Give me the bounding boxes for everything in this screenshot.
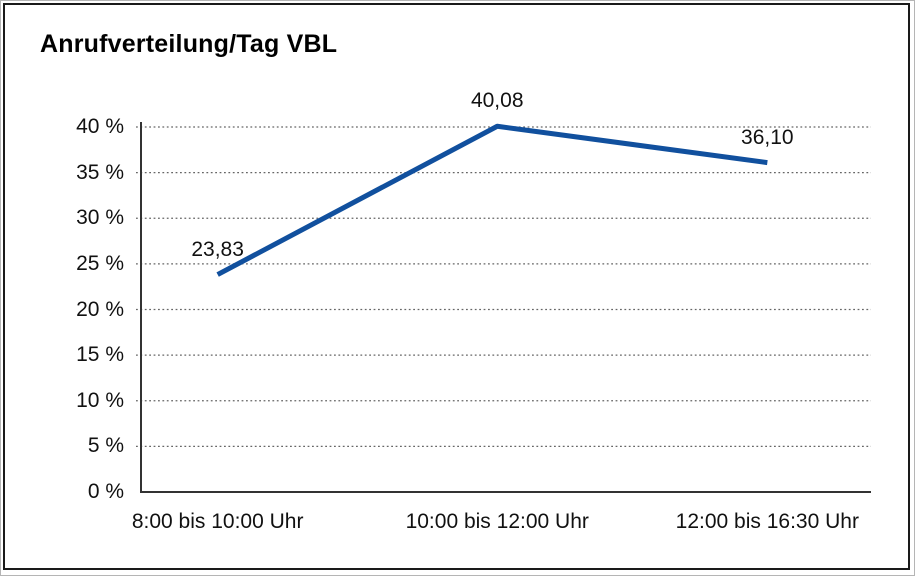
- y-tick-label: 5 %: [87, 434, 124, 458]
- x-category-label: 12:00 bis 16:30 Uhr: [675, 510, 859, 533]
- data-point-label: 36,10: [741, 125, 794, 149]
- y-tick-label: 30 %: [76, 206, 124, 230]
- y-tick-label: 20 %: [76, 297, 124, 321]
- y-tick-label: 40 %: [76, 115, 124, 138]
- y-tick-label: 10 %: [76, 388, 124, 412]
- x-category-label: 10:00 bis 12:00 Uhr: [405, 510, 589, 533]
- call-distribution-line: [216, 123, 768, 277]
- x-category-label: 8:00 bis 10:00 Uhr: [131, 510, 304, 533]
- y-tick-label: 0 %: [87, 480, 124, 503]
- y-tick-label: 35 %: [76, 160, 124, 184]
- y-tick-label: 25 %: [76, 251, 124, 275]
- y-tick-label: 15 %: [76, 343, 124, 367]
- chart-title: Anrufverteilung/Tag VBL: [40, 30, 338, 58]
- data-point-label: 40,08: [470, 89, 524, 113]
- data-point-label: 23,83: [191, 237, 244, 261]
